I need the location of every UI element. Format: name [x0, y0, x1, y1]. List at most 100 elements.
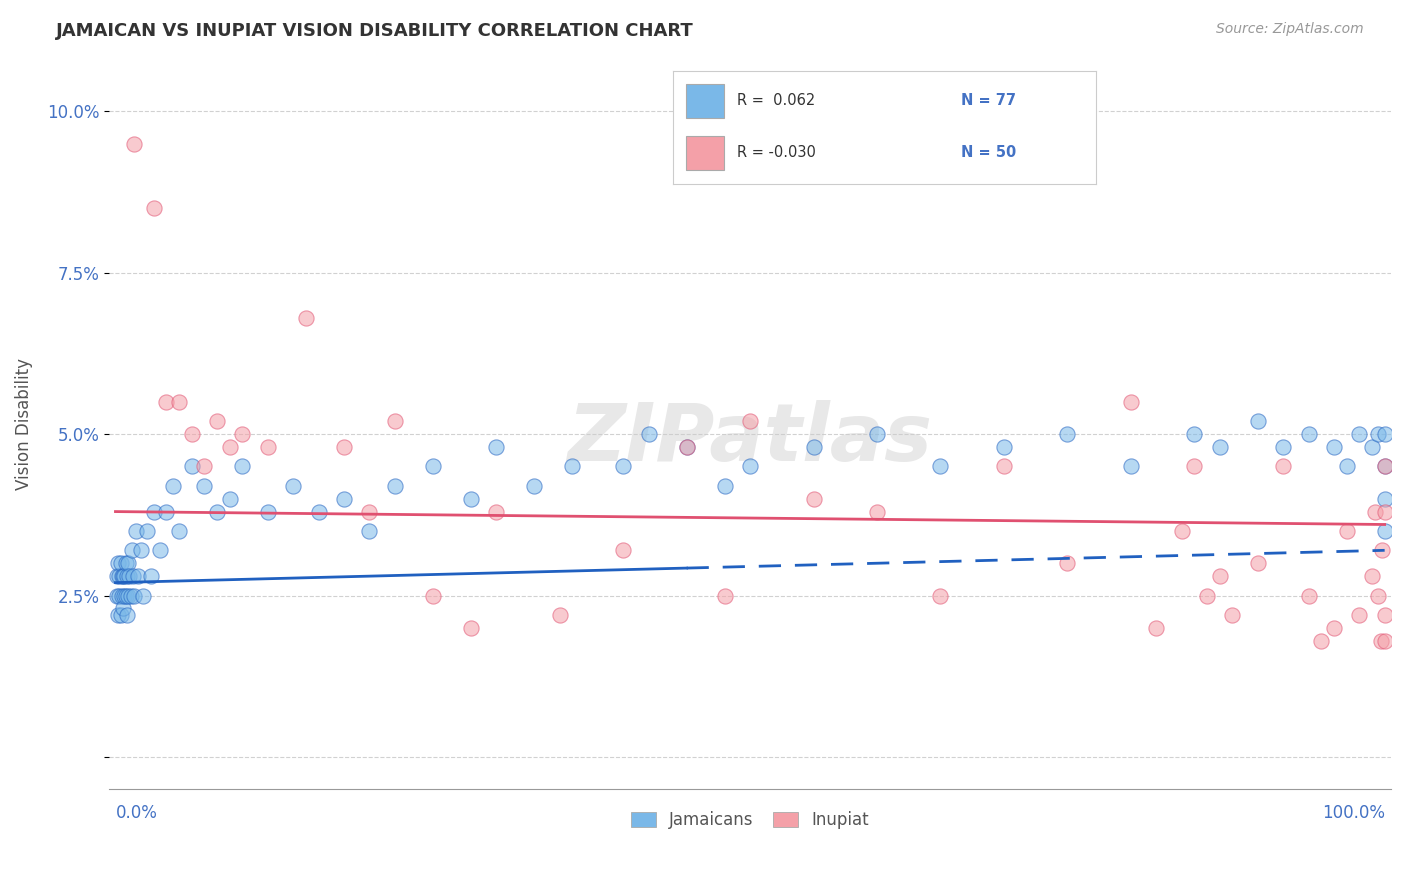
Text: JAMAICAN VS INUPIAT VISION DISABILITY CORRELATION CHART: JAMAICAN VS INUPIAT VISION DISABILITY CO… [56, 22, 695, 40]
Point [1208, 440, 1230, 454]
Point [1374, 505, 1396, 519]
Point [1361, 569, 1384, 583]
Point [713, 479, 735, 493]
Point [295, 310, 318, 325]
Point [124, 589, 146, 603]
Point [523, 479, 546, 493]
Point [993, 459, 1015, 474]
Point [155, 505, 177, 519]
Point [155, 394, 177, 409]
Point [612, 459, 634, 474]
Point [612, 543, 634, 558]
Point [115, 607, 138, 622]
Point [129, 543, 152, 558]
Point [256, 505, 278, 519]
Point [929, 459, 952, 474]
Point [125, 524, 148, 538]
Point [112, 569, 135, 583]
Point [1144, 621, 1167, 635]
Point [1182, 427, 1205, 442]
Point [111, 589, 134, 603]
Point [105, 589, 128, 603]
Point [117, 589, 139, 603]
Point [105, 569, 128, 583]
Text: Source: ZipAtlas.com: Source: ZipAtlas.com [1216, 22, 1364, 37]
Point [142, 505, 165, 519]
Point [485, 440, 508, 454]
Point [333, 440, 356, 454]
Point [1374, 427, 1396, 442]
Point [1364, 505, 1386, 519]
Legend: Jamaicans, Inupiat: Jamaicans, Inupiat [624, 805, 876, 836]
Point [738, 414, 761, 428]
Point [120, 589, 142, 603]
Point [485, 505, 508, 519]
Point [118, 569, 141, 583]
Point [1348, 607, 1371, 622]
Point [162, 479, 184, 493]
Point [993, 440, 1015, 454]
Point [1336, 459, 1358, 474]
Point [180, 459, 202, 474]
Point [127, 569, 149, 583]
Point [218, 491, 240, 506]
Point [637, 427, 659, 442]
Point [110, 556, 132, 570]
Point [866, 427, 889, 442]
Point [1170, 524, 1192, 538]
Point [205, 505, 228, 519]
Point [333, 491, 356, 506]
Point [1336, 524, 1358, 538]
Point [1220, 607, 1243, 622]
Point [308, 505, 330, 519]
Point [231, 459, 253, 474]
Point [124, 136, 146, 151]
Point [114, 556, 136, 570]
Point [1119, 459, 1142, 474]
Point [107, 556, 129, 570]
Point [1367, 589, 1389, 603]
Point [114, 589, 136, 603]
Point [132, 589, 155, 603]
Point [1195, 589, 1218, 603]
Point [193, 459, 215, 474]
Point [281, 479, 304, 493]
Point [121, 543, 143, 558]
Point [167, 524, 190, 538]
Point [675, 440, 697, 454]
Point [256, 440, 278, 454]
Point [1056, 556, 1078, 570]
Point [142, 201, 165, 215]
Point [111, 569, 134, 583]
Point [108, 569, 131, 583]
Point [107, 607, 129, 622]
Point [1374, 633, 1396, 648]
Point [122, 569, 145, 583]
Point [1369, 633, 1392, 648]
Text: 0.0%: 0.0% [115, 804, 157, 822]
Point [675, 440, 697, 454]
Point [738, 459, 761, 474]
Point [384, 414, 406, 428]
Point [460, 621, 482, 635]
Y-axis label: Vision Disability: Vision Disability [15, 359, 32, 491]
Point [167, 394, 190, 409]
Point [359, 524, 381, 538]
Point [1272, 440, 1295, 454]
Point [384, 479, 406, 493]
Point [1374, 459, 1396, 474]
Point [1298, 427, 1320, 442]
Point [139, 569, 162, 583]
Point [1056, 427, 1078, 442]
Point [1361, 440, 1384, 454]
Point [1119, 394, 1142, 409]
Point [1374, 607, 1396, 622]
Point [1374, 459, 1396, 474]
Point [460, 491, 482, 506]
Point [1367, 427, 1389, 442]
Point [112, 589, 135, 603]
Point [115, 569, 138, 583]
Point [110, 607, 132, 622]
Point [205, 414, 228, 428]
Point [803, 440, 825, 454]
